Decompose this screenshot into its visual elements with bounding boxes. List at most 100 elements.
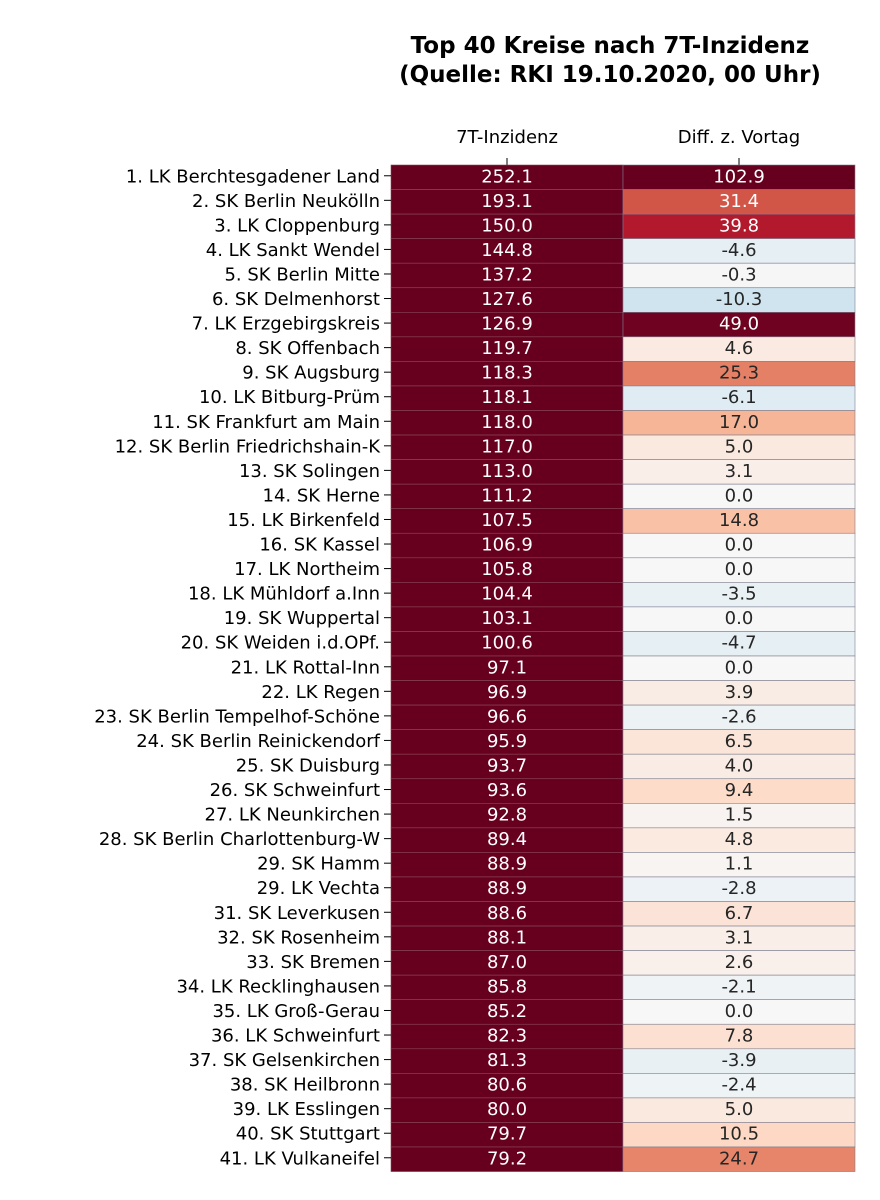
diff-value: -2.6 xyxy=(721,706,756,727)
incidence-cell xyxy=(390,925,624,951)
diff-value: -4.6 xyxy=(721,240,756,261)
row-label: 15. LK Birkenfeld xyxy=(227,510,380,531)
incidence-cell xyxy=(390,606,624,632)
diff-value: -3.9 xyxy=(721,1050,756,1071)
incidence-value: 88.9 xyxy=(487,878,527,899)
diff-value: 7.8 xyxy=(725,1026,754,1047)
row-label: 24. SK Berlin Reinickendorf xyxy=(136,731,380,752)
row-label: 39. LK Esslingen xyxy=(233,1099,380,1120)
diff-cell xyxy=(622,802,856,829)
incidence-value: 82.3 xyxy=(487,1026,527,1047)
diff-value: 31.4 xyxy=(719,191,759,212)
diff-cell xyxy=(622,729,856,755)
diff-value: 102.9 xyxy=(713,166,765,187)
diff-cell xyxy=(622,999,856,1025)
diff-value: -6.1 xyxy=(721,387,756,408)
row-label: 18. LK Mühldorf a.Inn xyxy=(188,584,380,605)
row-label: 11. SK Frankfurt am Main xyxy=(152,412,380,433)
incidence-value: 85.2 xyxy=(487,1001,527,1022)
incidence-value: 113.0 xyxy=(481,461,533,482)
diff-cell xyxy=(622,925,856,951)
incidence-cell xyxy=(390,582,624,608)
row-label: 40. SK Stuttgart xyxy=(236,1124,380,1145)
incidence-cell xyxy=(390,213,624,239)
incidence-value: 193.1 xyxy=(481,191,533,212)
diff-value: 1.1 xyxy=(725,854,754,875)
incidence-cell xyxy=(390,729,624,755)
incidence-cell xyxy=(390,1073,624,1099)
diff-value: 14.8 xyxy=(719,510,759,531)
incidence-cell xyxy=(390,287,624,313)
incidence-value: 103.1 xyxy=(481,608,533,629)
row-label: 16. SK Kassel xyxy=(259,535,380,556)
row-label: 9. SK Augsburg xyxy=(242,363,380,384)
diff-value: 24.7 xyxy=(719,1148,759,1169)
diff-value: -3.5 xyxy=(721,584,756,605)
incidence-value: 87.0 xyxy=(487,952,527,973)
diff-value: 0.0 xyxy=(725,535,754,556)
incidence-value: 96.6 xyxy=(487,706,527,727)
diff-cell xyxy=(622,852,856,878)
incidence-cell xyxy=(390,802,624,829)
incidence-value: 85.8 xyxy=(487,976,527,997)
incidence-cell xyxy=(390,238,624,264)
diff-cell xyxy=(622,704,856,730)
incidence-value: 104.4 xyxy=(481,584,533,605)
incidence-value: 144.8 xyxy=(481,240,533,261)
diff-value: 3.1 xyxy=(725,927,754,948)
diff-value: 4.6 xyxy=(725,338,754,359)
diff-value: -4.7 xyxy=(721,633,756,654)
incidence-cell xyxy=(390,876,624,902)
incidence-cell xyxy=(390,434,624,460)
diff-value: 3.1 xyxy=(725,461,754,482)
diff-cell xyxy=(622,680,856,706)
diff-cell xyxy=(622,778,856,804)
incidence-cell xyxy=(390,999,624,1025)
diff-value: -0.3 xyxy=(721,264,756,285)
row-label: 38. SK Heilbronn xyxy=(230,1075,380,1096)
row-label: 35. LK Groß-Gerau xyxy=(212,1001,380,1022)
diff-cell xyxy=(622,262,856,289)
incidence-cell xyxy=(390,385,624,411)
row-label: 26. SK Schweinfurt xyxy=(210,780,380,801)
incidence-value: 80.6 xyxy=(487,1075,527,1096)
diff-value: 4.0 xyxy=(725,755,754,776)
row-label: 33. SK Bremen xyxy=(246,952,380,973)
row-label: 21. LK Rottal-Inn xyxy=(231,657,380,678)
diff-cell xyxy=(622,287,856,313)
incidence-cell xyxy=(390,852,624,878)
incidence-value: 95.9 xyxy=(487,731,527,752)
diff-value: 4.8 xyxy=(725,829,754,850)
incidence-value: 96.9 xyxy=(487,682,527,703)
diff-cell xyxy=(622,901,856,927)
diff-value: 17.0 xyxy=(719,412,759,433)
column-header: Diff. z. Vortag xyxy=(678,127,800,148)
row-label: 2. SK Berlin Neukölln xyxy=(192,191,380,212)
row-label: 31. SK Leverkusen xyxy=(214,903,380,924)
incidence-value: 79.7 xyxy=(487,1124,527,1145)
incidence-value: 118.0 xyxy=(481,412,533,433)
incidence-value: 88.9 xyxy=(487,854,527,875)
incidence-value: 118.3 xyxy=(481,363,533,384)
incidence-value: 105.8 xyxy=(481,559,533,580)
incidence-value: 106.9 xyxy=(481,535,533,556)
diff-cell xyxy=(622,1048,856,1074)
diff-cell xyxy=(622,655,856,681)
diff-value: 5.0 xyxy=(725,436,754,457)
incidence-value: 119.7 xyxy=(481,338,533,359)
diff-value: -2.8 xyxy=(721,878,756,899)
diff-value: 0.0 xyxy=(725,559,754,580)
row-label: 37. SK Gelsenkirchen xyxy=(189,1050,380,1071)
incidence-value: 97.1 xyxy=(487,657,527,678)
incidence-value: 107.5 xyxy=(481,510,533,531)
incidence-value: 93.6 xyxy=(487,780,527,801)
incidence-cell xyxy=(390,361,624,387)
diff-cell xyxy=(622,385,856,411)
incidence-cell xyxy=(390,1122,624,1148)
row-label: 22. LK Regen xyxy=(261,682,380,703)
row-label: 28. SK Berlin Charlottenburg-W xyxy=(99,829,380,850)
incidence-cell xyxy=(390,557,624,583)
row-label: 6. SK Delmenhorst xyxy=(212,289,380,310)
incidence-value: 89.4 xyxy=(487,829,527,850)
incidence-cell xyxy=(390,262,624,289)
